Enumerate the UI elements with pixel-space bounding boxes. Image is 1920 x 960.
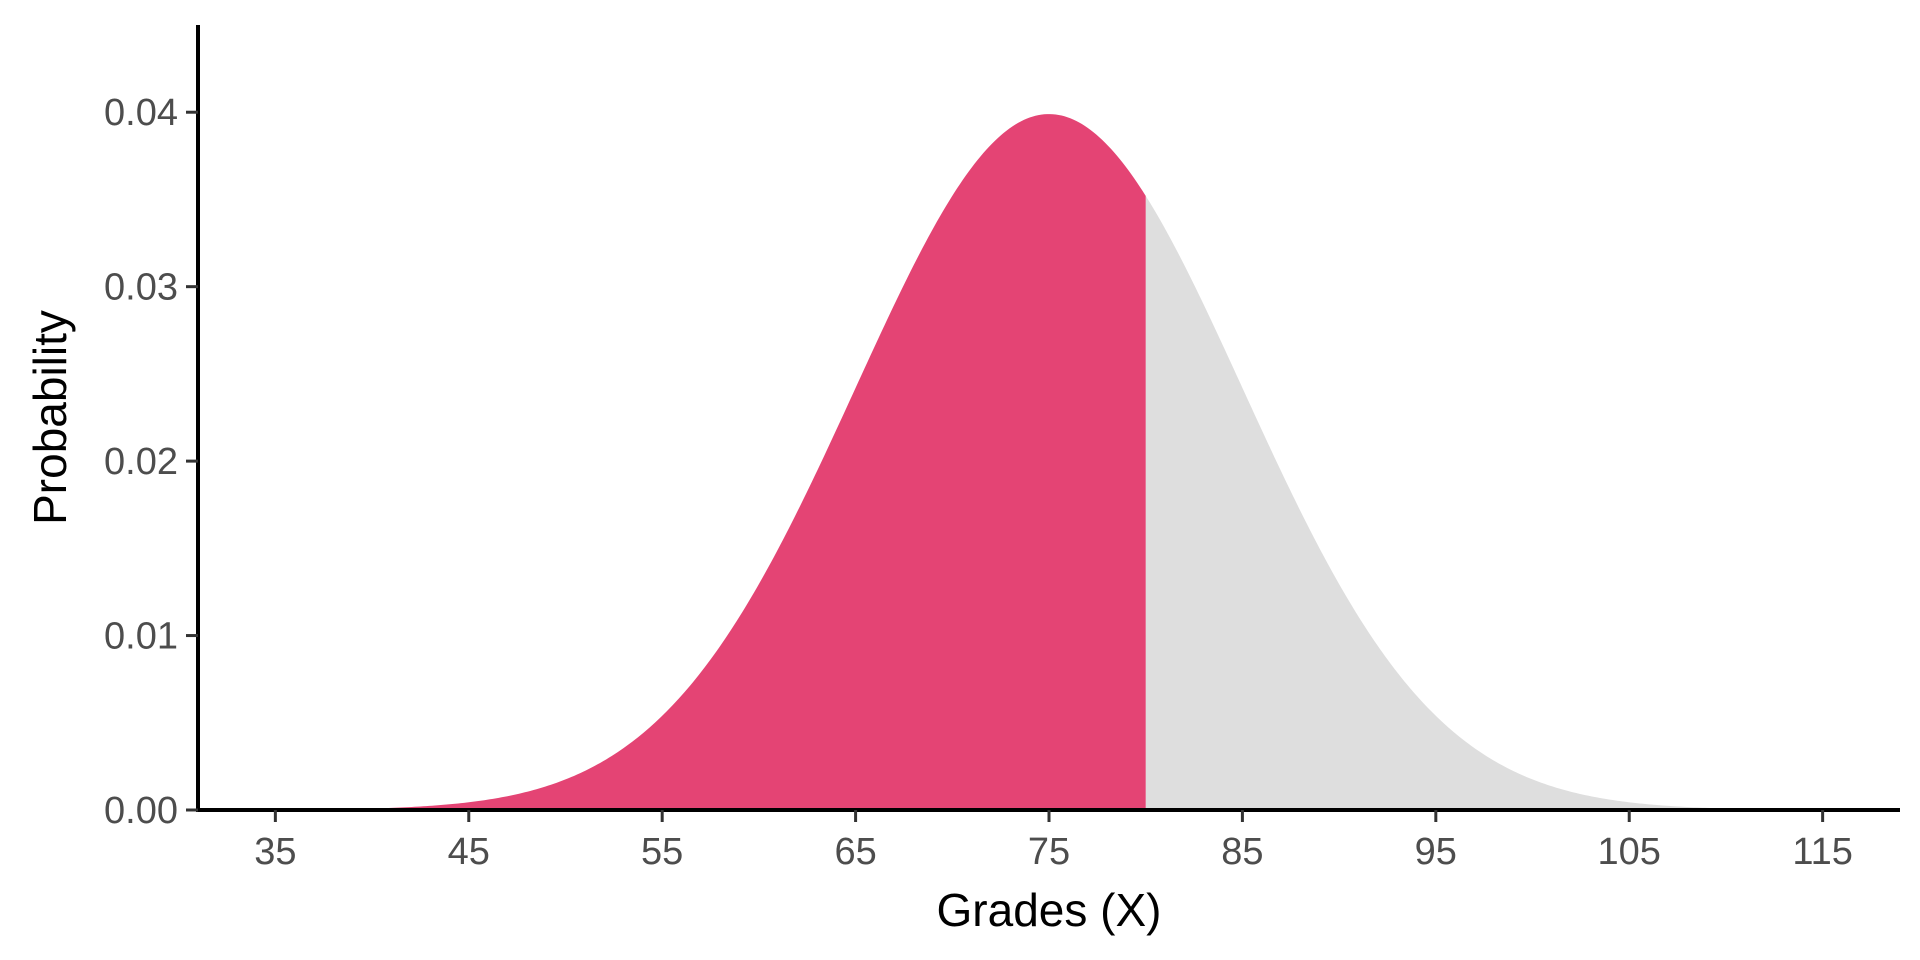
- unshaded-area: [1145, 195, 1823, 811]
- y-tick-label: 0.00: [104, 790, 178, 832]
- y-tick-label: 0.03: [104, 267, 178, 309]
- x-tick-label: 85: [1221, 831, 1263, 873]
- y-axis-ticks: 0.00 0.01 0.02 0.03 0.04: [104, 92, 198, 832]
- x-tick-label: 65: [834, 831, 876, 873]
- x-axis-title: Grades (X): [937, 884, 1162, 936]
- y-tick-label: 0.04: [104, 92, 178, 134]
- density-areas: [275, 114, 1823, 811]
- x-tick-label: 115: [1792, 831, 1853, 873]
- x-tick-label: 35: [254, 831, 296, 873]
- x-axis-ticks: 35 45 55 65 75 85 95 105 115: [254, 810, 1853, 873]
- x-tick-label: 95: [1415, 831, 1457, 873]
- y-tick-label: 0.02: [104, 441, 178, 483]
- y-tick-label: 0.01: [104, 616, 178, 658]
- y-axis-title: Probability: [24, 310, 76, 525]
- x-tick-label: 75: [1028, 831, 1070, 873]
- x-tick-label: 105: [1598, 831, 1661, 873]
- x-tick-label: 45: [448, 831, 490, 873]
- x-tick-label: 55: [641, 831, 683, 873]
- shaded-area: [275, 114, 1146, 810]
